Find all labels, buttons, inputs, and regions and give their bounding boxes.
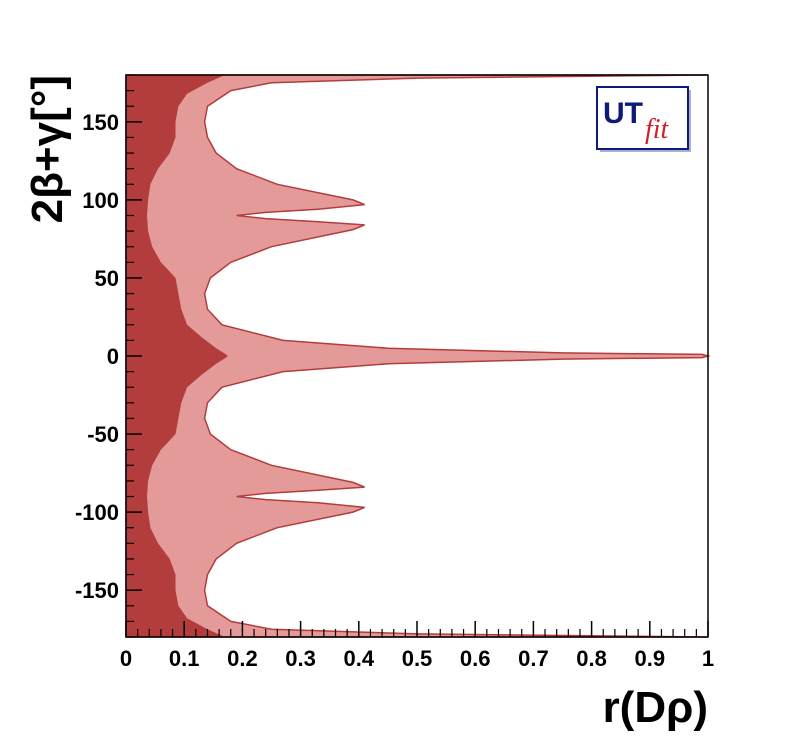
- x-tick-label: 0.3: [285, 646, 316, 671]
- y-tick-label: -100: [75, 500, 119, 525]
- x-tick-label: 0.4: [344, 646, 375, 671]
- x-tick-label: 0: [120, 646, 132, 671]
- x-tick-label: 0.7: [518, 646, 549, 671]
- x-axis-title: r(Dρ): [603, 683, 708, 732]
- svg-text:UT: UT: [603, 97, 643, 130]
- y-axis: -150 -100 -50 0 50 100 150: [75, 74, 142, 638]
- x-tick-label: 0.1: [169, 646, 200, 671]
- x-tick-label: 0.2: [227, 646, 258, 671]
- x-tick-label: 0.6: [460, 646, 491, 671]
- svg-text:fit: fit: [645, 114, 670, 145]
- x-tick-label: 0.8: [576, 646, 607, 671]
- plot-area: [125, 74, 711, 638]
- outer-confidence-region: [125, 74, 711, 638]
- y-tick-label: 100: [82, 188, 119, 213]
- y-tick-label: -50: [87, 422, 119, 447]
- inner-confidence-region: [126, 75, 228, 637]
- x-tick-label: 1: [702, 646, 714, 671]
- x-tick-label: 0.5: [402, 646, 433, 671]
- y-tick-label: -150: [75, 578, 119, 603]
- y-tick-label: 150: [82, 110, 119, 135]
- x-axis: 0 0.1 0.2 0.3 0.4 0.5 0.6 0.7 0.8 0.9 1: [120, 621, 714, 671]
- y-tick-label: 50: [95, 266, 119, 291]
- y-axis-title: 2β+γ[°]: [23, 75, 72, 223]
- x-tick-label: 0.9: [635, 646, 666, 671]
- y-tick-label: 0: [107, 344, 119, 369]
- utfit-logo: UT fit: [596, 86, 691, 152]
